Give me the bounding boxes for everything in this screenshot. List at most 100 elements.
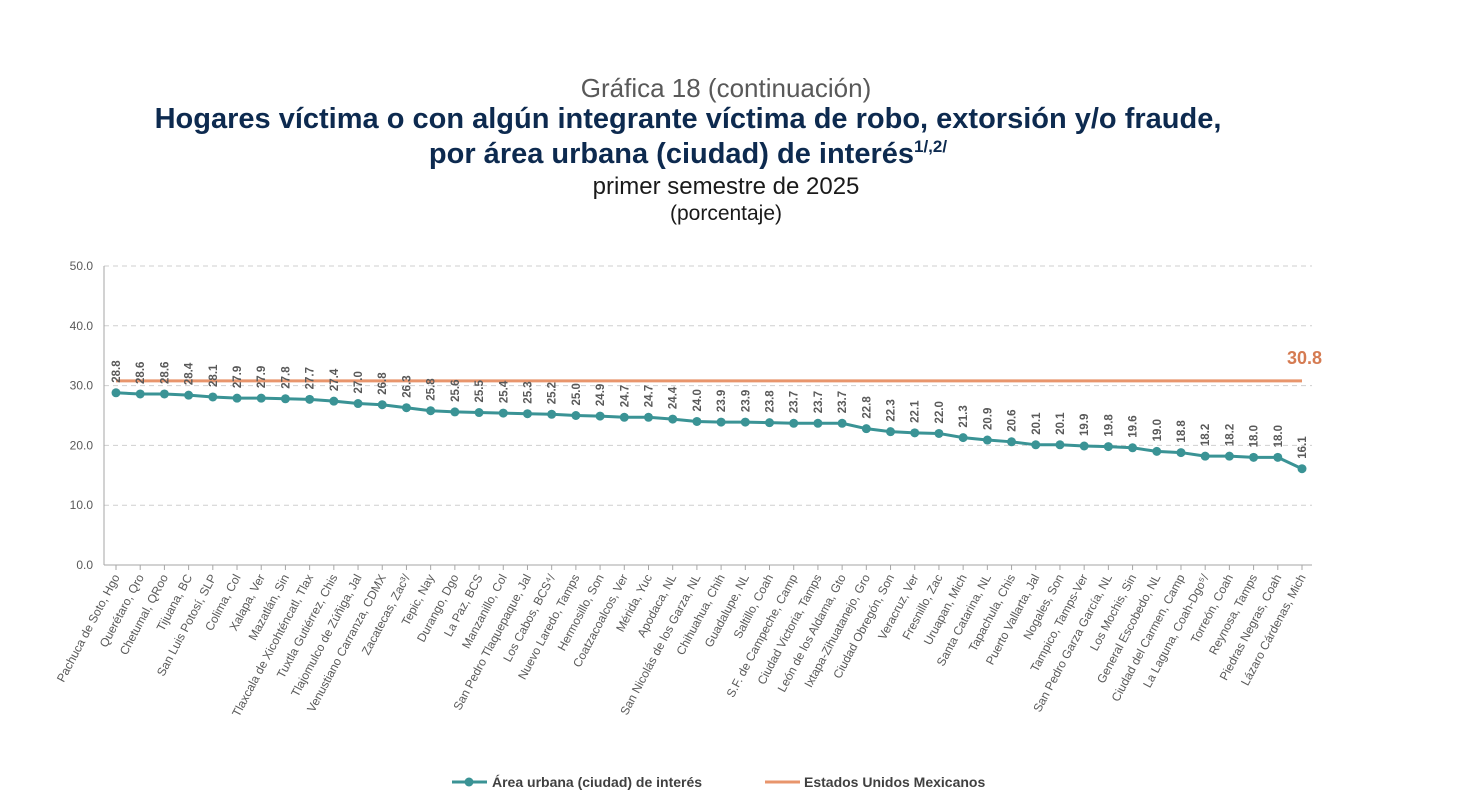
data-label: 18.2 — [1224, 424, 1236, 446]
data-point — [159, 389, 169, 399]
chart-title-line-1: Hogares víctima o con algún integrante v… — [154, 103, 1222, 135]
data-label: 19.6 — [1128, 415, 1140, 437]
data-point — [716, 417, 726, 427]
y-tick-label: 30.0 — [70, 379, 94, 393]
chart-title-line-2-text: por área urbana (ciudad) de interés — [428, 138, 914, 170]
data-point — [401, 403, 411, 413]
data-labels: 28.8 28.6 28.6 28.4 28.1 27.9 27.9 27.8 27.7 27.4… — [111, 360, 1309, 459]
legend-label-national: Estados Unidos Mexicanos — [804, 774, 985, 790]
data-point — [522, 409, 532, 419]
data-label: 20.6 — [1007, 409, 1019, 431]
data-label: 28.6 — [135, 362, 147, 384]
data-point — [135, 389, 145, 399]
data-label: 23.7 — [789, 391, 801, 413]
chart-title-line-2: por área urbana (ciudad) de interés1/,2/ — [429, 138, 947, 171]
legend-marker-area-series — [464, 777, 474, 787]
data-point — [1176, 448, 1186, 458]
data-point — [474, 408, 484, 418]
data-label: 27.9 — [256, 366, 268, 388]
data-point — [1128, 443, 1138, 453]
data-point — [232, 393, 242, 403]
data-point — [208, 392, 218, 402]
data-point — [353, 399, 363, 409]
data-point — [595, 411, 605, 421]
data-point — [184, 390, 194, 400]
y-tick-label: 0.0 — [76, 558, 93, 572]
data-label: 25.5 — [474, 380, 486, 403]
data-label: 25.6 — [450, 380, 462, 402]
data-label: 21.3 — [958, 405, 970, 427]
data-label: 23.7 — [837, 391, 849, 413]
chart-titles: Gráfica 18 (continuación) Hogares víctim… — [0, 0, 1472, 240]
data-point — [740, 417, 750, 427]
data-label: 18.0 — [1249, 425, 1261, 447]
chart-subtitle-unit: (porcentaje) — [669, 202, 783, 225]
data-point — [547, 409, 557, 419]
data-point — [668, 414, 678, 424]
data-label: 27.7 — [305, 367, 317, 389]
data-label: 23.8 — [765, 390, 777, 413]
data-point — [886, 427, 896, 437]
data-point — [619, 412, 629, 422]
data-point — [813, 418, 823, 428]
data-label: 27.4 — [329, 368, 341, 391]
data-point — [1079, 441, 1089, 451]
data-label: 16.1 — [1297, 436, 1309, 459]
data-point — [1103, 442, 1113, 452]
legend: Área urbana (ciudad) de interés Estados U… — [452, 774, 985, 790]
chart-kicker: Gráfica 18 (continuación) — [580, 73, 872, 103]
grid — [104, 265, 1312, 506]
data-label: 24.7 — [643, 385, 655, 407]
data-label: 25.2 — [547, 382, 559, 404]
data-label: 24.0 — [692, 389, 704, 411]
data-label: 25.0 — [571, 383, 583, 405]
data-label: 27.8 — [280, 366, 292, 389]
y-tick-label: 10.0 — [70, 498, 94, 512]
y-tick-label: 20.0 — [70, 438, 94, 452]
data-label: 28.4 — [184, 362, 196, 385]
data-label: 18.8 — [1176, 420, 1188, 443]
data-point — [571, 411, 581, 420]
data-point — [305, 394, 315, 404]
data-point — [377, 400, 387, 410]
data-point — [982, 435, 992, 445]
data-label: 19.8 — [1103, 414, 1115, 437]
data-point — [450, 407, 460, 417]
data-point — [1200, 451, 1210, 461]
data-label: 27.0 — [353, 371, 365, 393]
data-label: 25.8 — [426, 378, 438, 401]
data-point — [861, 424, 871, 434]
data-point — [280, 394, 290, 404]
data-point — [1055, 440, 1065, 450]
data-label: 23.7 — [813, 391, 825, 413]
data-label: 28.8 — [111, 360, 123, 383]
legend-label-area-series: Área urbana (ciudad) de interés — [492, 774, 702, 790]
axes: 0.0 10.0 20.0 30.0 40.0 50.0 — [70, 259, 1312, 572]
data-point — [1273, 452, 1283, 462]
data-label: 27.9 — [232, 366, 244, 388]
data-point — [1249, 452, 1259, 462]
data-point — [1224, 451, 1234, 461]
national-reference-label: 30.8 — [1287, 348, 1322, 368]
data-point — [643, 412, 653, 422]
data-point — [910, 428, 920, 438]
data-point — [1007, 437, 1017, 447]
data-point — [765, 418, 775, 428]
data-point — [789, 418, 799, 428]
y-tick-label: 50.0 — [70, 259, 94, 273]
data-label: 22.8 — [861, 396, 873, 419]
data-point — [1031, 440, 1041, 450]
data-point — [256, 393, 266, 403]
data-label: 24.7 — [619, 385, 631, 407]
data-label: 22.3 — [886, 399, 898, 421]
area-series-line — [115, 391, 1303, 471]
data-label: 25.4 — [498, 380, 510, 403]
data-label: 19.9 — [1079, 414, 1091, 436]
data-label: 23.9 — [740, 390, 752, 412]
data-point — [329, 396, 339, 406]
data-label: 28.1 — [208, 364, 220, 387]
area-series — [111, 388, 1307, 474]
data-label: 22.0 — [934, 401, 946, 423]
